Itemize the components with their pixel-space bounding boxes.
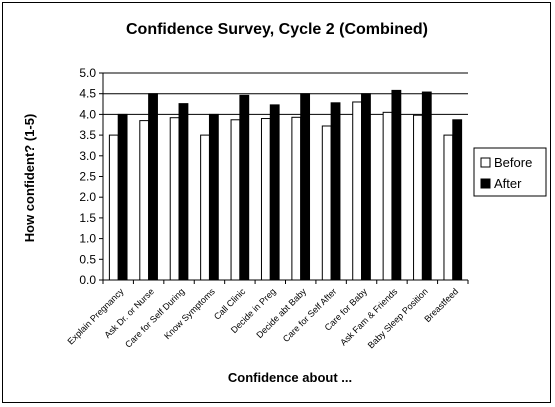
bars	[108, 89, 463, 281]
y-tick-label: 2.5	[79, 170, 96, 184]
y-tick-label: 3.0	[79, 149, 96, 163]
bar-before-10	[413, 114, 423, 281]
x-tick-label: Explain Pregnancy	[65, 286, 125, 346]
bar-after-6	[300, 93, 311, 281]
y-tick-label: 0.5	[79, 252, 96, 266]
bar-before-1	[139, 120, 150, 281]
legend: Before After	[473, 147, 547, 197]
y-tick-label: 1.0	[79, 232, 96, 246]
bar-before-7	[321, 125, 332, 281]
legend-label-before: Before	[494, 155, 532, 170]
bar-before-5	[260, 118, 271, 281]
gridlines	[103, 72, 468, 115]
bar-before-6	[291, 116, 302, 281]
y-tick-label: 4.5	[79, 87, 96, 101]
y-tick-label: 5.0	[79, 66, 96, 80]
y-tick-label: 1.5	[79, 211, 96, 225]
bar-after-10	[421, 91, 432, 281]
bar-after-11	[452, 119, 463, 281]
bar-before-3	[200, 134, 210, 281]
x-tick-label: Care for Self After	[281, 286, 339, 344]
x-tick-label: Ask Fam & Friends	[338, 286, 400, 348]
y-axis-label: How confident? (1-5)	[22, 114, 37, 243]
legend-swatch-after	[480, 178, 491, 189]
bar-after-7	[330, 102, 341, 281]
bar-before-11	[443, 134, 454, 281]
bar-after-0	[117, 113, 128, 281]
bar-before-9	[382, 111, 393, 281]
bar-before-4	[230, 119, 241, 281]
legend-label-after: After	[494, 176, 522, 191]
x-tick-label: Baby Sleep Position	[366, 286, 430, 350]
chart-title: Confidence Survey, Cycle 2 (Combined)	[126, 21, 428, 38]
bar-after-5	[269, 104, 280, 281]
y-tick-label: 2.0	[79, 190, 96, 204]
y-tick-label: 3.5	[79, 128, 96, 142]
bar-after-1	[148, 93, 158, 281]
bar-after-2	[178, 103, 189, 281]
bar-before-2	[169, 117, 180, 281]
y-axis-ticks: 0.0 0.5 1.0 1.5 2.0 2.5 3.0 3.5 4.0 4.5 5.0	[79, 66, 103, 287]
bar-after-4	[239, 94, 250, 281]
y-tick-label: 4.0	[79, 107, 96, 121]
bar-before-8	[352, 101, 363, 281]
x-axis-label: Confidence about ...	[228, 370, 352, 385]
bar-after-9	[391, 89, 402, 281]
y-tick-label: 0.0	[79, 273, 96, 287]
bar-after-8	[361, 93, 371, 281]
bar-after-3	[208, 113, 219, 281]
bar-before-0	[108, 134, 119, 281]
legend-swatch-before	[480, 157, 491, 168]
